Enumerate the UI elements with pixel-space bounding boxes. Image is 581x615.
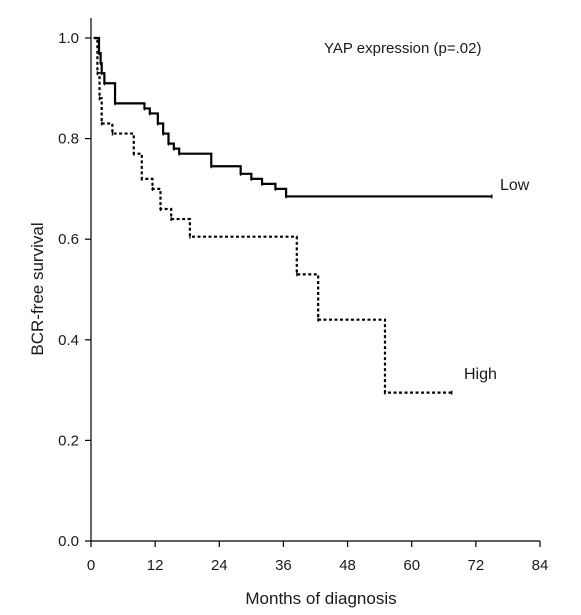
y-axis-title: BCR-free survival [28,222,47,355]
y-tick-label: 0.8 [58,131,79,148]
y-tick-label: 0.2 [58,432,79,449]
y-tick-label: 0.0 [58,533,79,550]
y-tick-label: 0.4 [58,332,79,349]
series-label-high: High [464,366,497,383]
x-tick-label: 36 [275,557,292,574]
y-ticks: 0.0 0.2 0.4 0.6 0.8 1.0 [58,30,91,550]
x-tick-label: 12 [147,557,164,574]
x-tick-label: 0 [87,557,95,574]
x-ticks: 0 12 24 36 48 60 72 84 [87,541,549,574]
axes [90,18,540,542]
y-tick-label: 1.0 [58,30,79,47]
x-tick-label: 72 [468,557,485,574]
x-axis-title: Months of diagnosis [245,589,396,608]
x-tick-label: 84 [532,557,549,574]
y-tick-label: 0.6 [58,231,79,248]
series-line-high [93,36,452,394]
test-annotation: YAP expression (p=.02) [324,40,481,57]
x-tick-label: 24 [211,557,228,574]
x-tick-label: 60 [403,557,420,574]
series-line-low [93,36,492,198]
series-label-low: Low [500,177,530,194]
x-tick-label: 48 [339,557,356,574]
series-group [93,36,493,395]
